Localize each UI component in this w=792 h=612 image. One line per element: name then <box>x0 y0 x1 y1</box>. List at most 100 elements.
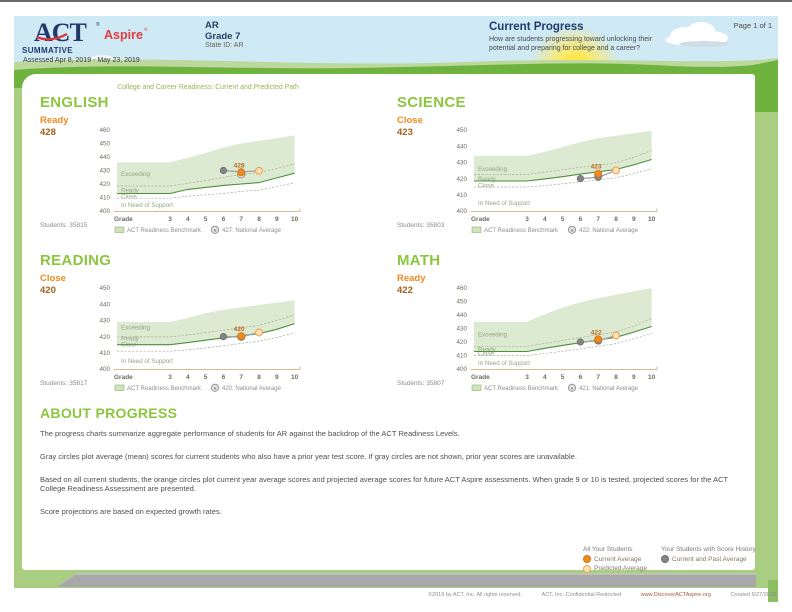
predicted-average-point <box>612 166 620 175</box>
grade-label: Grade 7 <box>205 31 241 42</box>
logo-act-reg: ® <box>96 21 100 28</box>
svg-text:ACT Readiness Benchmark: ACT Readiness Benchmark <box>127 228 202 234</box>
section-title: College and Career Readiness: Current an… <box>117 84 299 91</box>
svg-text:4: 4 <box>186 374 190 381</box>
svg-text:In Need of Support: In Need of Support <box>478 360 530 367</box>
subject-title: SCIENCE <box>397 94 466 111</box>
svg-text:430: 430 <box>99 318 110 325</box>
svg-text:Ready: Ready <box>478 176 497 183</box>
svg-text:440: 440 <box>456 312 467 319</box>
footer-url: www.DiscoverACTAspire.org <box>640 592 711 598</box>
svg-text:Exceeding: Exceeding <box>121 171 150 178</box>
legend-item: Current Average <box>583 555 647 563</box>
organization-name: AR <box>205 20 219 31</box>
svg-text:420: 420 <box>99 181 110 188</box>
svg-text:440: 440 <box>99 301 110 308</box>
svg-text:8: 8 <box>614 216 618 223</box>
students-count: Students: 35803 <box>397 222 445 229</box>
subject-title: MATH <box>397 252 441 269</box>
past-average-point <box>219 166 227 175</box>
average-score: 428 <box>40 127 56 138</box>
progress-chart-science: Exceeding Ready Close In Need of Support 400… <box>445 122 670 240</box>
svg-text:7: 7 <box>239 216 243 223</box>
svg-text:450: 450 <box>456 127 467 134</box>
footer-created: Created 6/27/2019 <box>730 592 776 598</box>
svg-text:440: 440 <box>99 154 110 161</box>
svg-text:7: 7 <box>596 216 600 223</box>
svg-text:6: 6 <box>222 374 226 381</box>
svg-text:Grade: Grade <box>471 374 490 381</box>
svg-text:6: 6 <box>579 374 583 381</box>
about-paragraph: Gray circles plot average (mean) scores … <box>40 451 577 461</box>
footer-confidential: ACT, Inc.-Confidential Restricted <box>541 592 622 598</box>
readiness-level: Ready <box>397 273 426 284</box>
svg-text:Close: Close <box>121 193 137 200</box>
logo-aspire-text: Aspire <box>104 28 143 42</box>
svg-text:10: 10 <box>291 374 299 381</box>
cloud-icon <box>665 22 729 47</box>
svg-text:420: 420 <box>456 339 467 346</box>
about-title: ABOUT PROGRESS <box>40 405 178 421</box>
students-count: Students: 35815 <box>40 222 88 229</box>
svg-text:420: 420 <box>234 326 245 333</box>
svg-text:8: 8 <box>614 374 618 381</box>
legend-all-students: All Your Students Current Average Predic… <box>583 546 647 573</box>
svg-text:3: 3 <box>525 374 529 381</box>
svg-text:Close: Close <box>478 183 494 190</box>
subject-block-science: SCIENCE Close 423 Students: 35803 Exceed… <box>397 94 747 250</box>
about-progress-section: ABOUT PROGRESS The progress charts summa… <box>40 405 754 530</box>
subject-block-reading: READING Close 420 Students: 35817 Exceed… <box>40 252 390 408</box>
readiness-level: Ready <box>40 115 69 126</box>
svg-text:430: 430 <box>456 160 467 167</box>
progress-chart-reading: Exceeding Ready Close In Need of Support 400… <box>88 280 313 398</box>
current-average-point <box>237 332 246 340</box>
current-average-point <box>594 335 603 344</box>
current-average-point <box>594 169 603 178</box>
page-number: Page 1 of 1 <box>733 21 772 30</box>
svg-text:4: 4 <box>543 374 547 381</box>
state-id: State ID: AR <box>205 42 244 49</box>
past-average-dot-icon <box>661 555 669 563</box>
students-count: Students: 35817 <box>40 380 88 387</box>
progress-chart-english: Exceeding Ready Close In Need of Support 400… <box>88 122 313 240</box>
svg-text:Exceeding: Exceeding <box>478 332 507 339</box>
page-footer: ©2019 by ACT, Inc. All rights reserved. … <box>428 592 776 598</box>
grass-corner-dark <box>768 580 778 602</box>
svg-text:N: N <box>571 228 574 232</box>
average-score: 422 <box>397 285 413 296</box>
svg-text:460: 460 <box>456 285 467 292</box>
svg-text:10: 10 <box>291 216 299 223</box>
svg-text:In Need of Support: In Need of Support <box>121 202 173 209</box>
legend-item: Current and Past Average <box>661 555 756 563</box>
footer-landscape-graphic <box>14 568 778 612</box>
svg-text:9: 9 <box>632 374 636 381</box>
past-average-point <box>576 174 584 183</box>
predicted-average-point <box>255 328 263 337</box>
svg-text:Ready: Ready <box>478 347 497 354</box>
svg-text:450: 450 <box>99 141 110 148</box>
svg-text:Ready: Ready <box>121 187 140 194</box>
svg-text:7: 7 <box>239 374 243 381</box>
legend-item-label: Current and Past Average <box>672 555 747 563</box>
readiness-level: Close <box>40 273 66 284</box>
svg-text:4: 4 <box>543 216 547 223</box>
bottom-margin <box>14 588 778 612</box>
current-average-dot-icon <box>583 555 591 563</box>
subject-title: READING <box>40 252 112 269</box>
svg-text:Exceeding: Exceeding <box>121 325 150 332</box>
svg-text:427: National Average: 427: National Average <box>222 228 282 234</box>
legend-col-title: Your Students with Score History <box>661 546 756 553</box>
svg-text:7: 7 <box>596 374 600 381</box>
svg-text:3: 3 <box>525 216 529 223</box>
assessed-dates: Assessed Apr 8, 2019 - May 23, 2019 <box>23 57 140 64</box>
svg-text:420: 420 <box>99 334 110 341</box>
legend-score-history: Your Students with Score History Current… <box>661 546 756 573</box>
about-paragraph: Based on all current students, the orang… <box>40 474 728 494</box>
report-subtitle: How are students progressing toward unlo… <box>489 36 653 53</box>
about-paragraph: The progress charts summarize aggregate … <box>40 429 460 438</box>
svg-text:422: National Average: 422: National Average <box>579 228 639 234</box>
